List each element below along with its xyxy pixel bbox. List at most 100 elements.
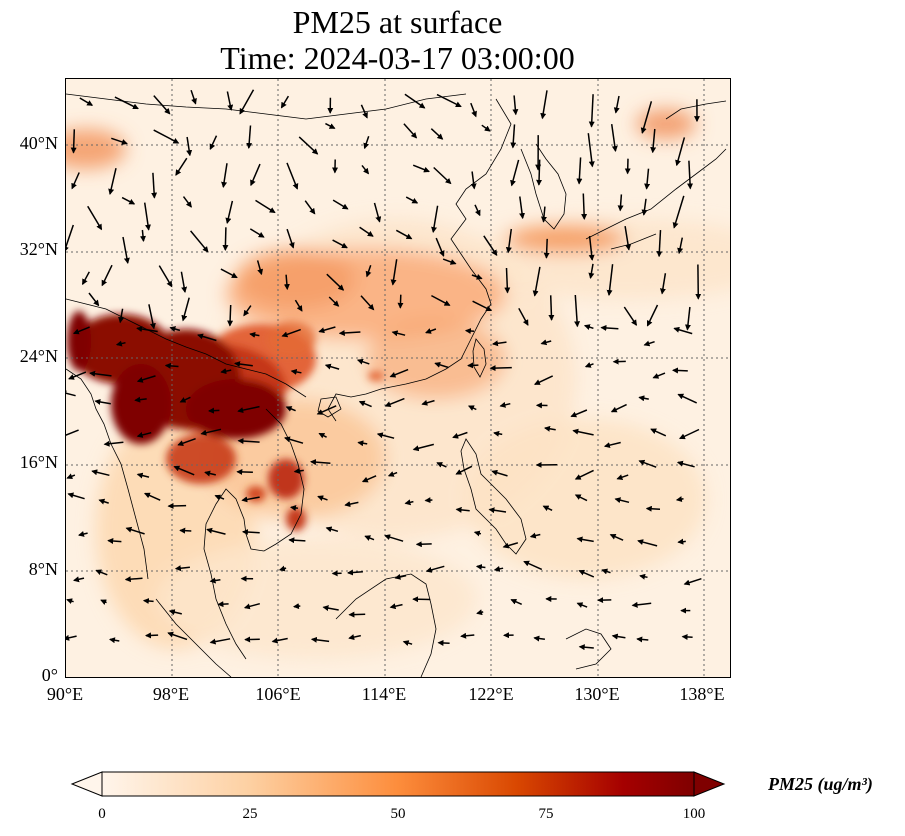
- wind-arrow: [676, 460, 695, 468]
- wind-arrow: [271, 637, 288, 644]
- lon-tick-122e: 122°E: [468, 684, 514, 704]
- wind-arrow: [404, 93, 426, 109]
- wind-arrow: [285, 406, 296, 412]
- mongolia-border: [66, 93, 467, 120]
- wind-arrow: [455, 465, 473, 475]
- wind-arrow: [225, 200, 234, 224]
- wind-arrow: [361, 164, 370, 175]
- wind-arrow: [115, 340, 126, 347]
- wind-arrow: [389, 368, 409, 378]
- wind-arrow: [578, 569, 595, 578]
- wind-arrow: [286, 228, 295, 249]
- wind-arrow: [134, 396, 147, 403]
- wind-arrow: [681, 633, 693, 640]
- wind-arrow: [610, 403, 627, 413]
- wind-arrow: [644, 168, 651, 190]
- wind-arrow: [519, 196, 526, 220]
- wind-arrow: [290, 505, 299, 511]
- coastlines: [66, 93, 727, 677]
- wind-arrow: [636, 636, 649, 643]
- wind-arrow: [209, 135, 218, 151]
- wind-arrow: [66, 634, 77, 641]
- wind-arrow: [405, 196, 419, 204]
- wind-arrow: [200, 428, 222, 436]
- wind-arrow: [280, 95, 290, 109]
- wind-arrow: [471, 273, 483, 280]
- wind-arrow: [318, 432, 327, 439]
- wind-arrow: [250, 163, 261, 187]
- wind-arrow: [288, 537, 306, 544]
- wind-arrow: [384, 397, 405, 407]
- wind-arrow: [246, 125, 253, 149]
- wind-arrow: [66, 598, 74, 605]
- wind-arrow: [512, 95, 519, 116]
- wind-arrow: [87, 205, 103, 231]
- wind-arrow: [677, 393, 698, 404]
- wind-arrow: [425, 565, 445, 573]
- wind-arrow: [384, 534, 404, 542]
- wind-arrow: [675, 496, 684, 503]
- wind-arrow: [464, 328, 475, 335]
- wind-arrow: [421, 399, 435, 406]
- wind-arrow: [151, 172, 158, 199]
- wind-arrow: [107, 537, 122, 544]
- wind-arrow: [217, 601, 229, 608]
- wind-arrow: [197, 333, 217, 342]
- wind-arrow: [255, 199, 276, 214]
- wind-arrow: [672, 195, 685, 229]
- wind-arrow: [492, 340, 507, 347]
- wind-arrow: [437, 639, 450, 646]
- wind-arrow: [650, 428, 667, 437]
- wind-arrow: [234, 361, 253, 368]
- wind-arrow: [572, 428, 594, 436]
- wind-arrow: [359, 226, 374, 237]
- newguinea-coast: [565, 628, 612, 670]
- wind-arrow: [348, 634, 361, 641]
- wind-arrow: [316, 405, 337, 415]
- map-time-subtitle: Time: 2024-03-17 03:00:00: [220, 40, 575, 76]
- wind-arrow: [650, 128, 657, 154]
- wind-arrow: [606, 264, 614, 296]
- wind-arrow: [111, 137, 128, 145]
- wind-arrow: [678, 428, 700, 440]
- wind-arrow: [326, 273, 345, 291]
- wind-arrow: [344, 501, 359, 508]
- wind-arrow: [136, 326, 158, 333]
- wind-arrow: [73, 576, 85, 583]
- wind-arrow: [304, 200, 316, 215]
- colorbar-label: PM25 (ug/m³): [768, 774, 873, 794]
- wind-arrow: [638, 459, 657, 468]
- colorbar-tick-25: 25: [242, 806, 258, 822]
- wind-arrow: [290, 368, 302, 375]
- wind-arrow: [473, 530, 482, 537]
- wind-arrow: [491, 469, 508, 477]
- wind-arrow: [673, 326, 693, 335]
- wind-arrow: [609, 533, 624, 541]
- wind-arrow: [72, 326, 90, 335]
- wind-arrow: [121, 196, 136, 205]
- hainan-coast: [317, 396, 342, 418]
- wind-arrow: [109, 637, 120, 644]
- korea-coast: [520, 143, 567, 230]
- wind-arrow: [325, 122, 336, 129]
- wind-arrow: [347, 569, 363, 576]
- wind-arrow: [322, 605, 339, 612]
- wind-arrow: [402, 640, 413, 646]
- lon-tick-98e: 98°E: [152, 684, 190, 704]
- wind-arrow: [544, 425, 556, 432]
- wind-arrow: [435, 237, 445, 257]
- borneo-coast: [335, 573, 437, 677]
- wind-arrow: [641, 198, 648, 216]
- wind-arrow: [66, 224, 75, 253]
- wind-arrow: [394, 573, 407, 580]
- wind-arrow: [101, 264, 113, 287]
- wind-arrow: [643, 340, 655, 347]
- wind-arrow: [173, 465, 195, 476]
- philippines-coast: [460, 438, 527, 555]
- taiwan-coast: [472, 338, 487, 378]
- wind-arrow: [574, 294, 581, 328]
- wind-arrow: [624, 225, 632, 251]
- wind-arrow: [68, 371, 87, 380]
- wind-arrow: [623, 306, 638, 326]
- lon-tick-130e: 130°E: [574, 684, 620, 704]
